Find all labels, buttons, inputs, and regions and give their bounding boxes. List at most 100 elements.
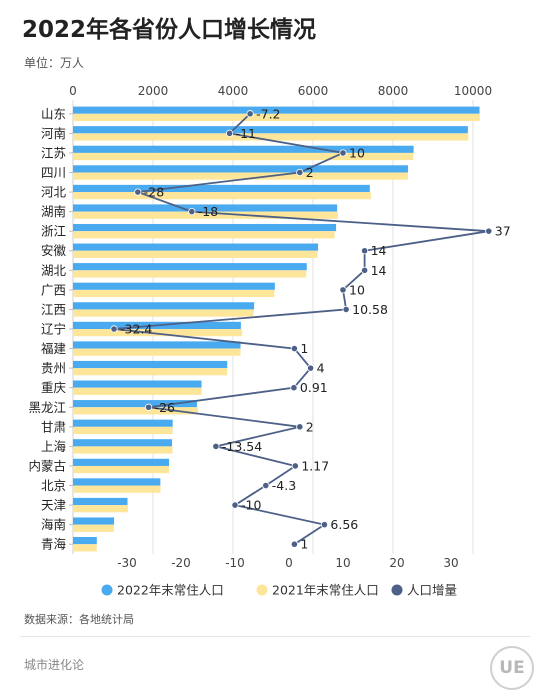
data-source: 数据来源：各地统计局 xyxy=(24,613,134,626)
bottom-axis-tick-label: 30 xyxy=(443,556,458,570)
bottom-axis-tick-label: 0 xyxy=(285,556,293,570)
increment-point xyxy=(342,305,350,314)
category-label: 河北 xyxy=(41,185,67,200)
bar-2022-江西 xyxy=(73,302,255,310)
bar-2022-海南 xyxy=(73,517,115,525)
bar-2022-贵州 xyxy=(73,360,228,369)
bottom-axis-tick-label: 20 xyxy=(389,556,404,570)
category-label: 江西 xyxy=(41,302,66,317)
unit-label: 单位：万人 xyxy=(24,56,85,70)
increment-point xyxy=(291,462,299,470)
increment-value-label: 14 xyxy=(371,263,387,278)
category-label: 重庆 xyxy=(41,380,67,395)
increment-value-label: -32.4 xyxy=(120,322,152,337)
bar-2022-广西 xyxy=(73,282,275,290)
legend-increment-label: 人口增量 xyxy=(407,583,457,598)
bar-2021-贵州 xyxy=(73,368,228,376)
category-label: 湖北 xyxy=(41,263,67,278)
footer-divider xyxy=(20,636,530,637)
increment-point xyxy=(226,129,234,137)
bar-2021-辽宁 xyxy=(73,329,243,337)
increment-point xyxy=(360,247,369,255)
increment-point xyxy=(485,227,493,235)
category-label: 湖南 xyxy=(41,204,66,219)
increment-point xyxy=(231,501,239,509)
category-label: 海南 xyxy=(41,517,66,532)
legend-2021-swatch xyxy=(256,584,268,596)
bar-2021-湖南 xyxy=(73,211,338,219)
bottom-axis-tick-label: -30 xyxy=(117,556,137,570)
increment-point xyxy=(339,149,347,157)
top-axis-tick-label: 6000 xyxy=(298,84,329,98)
increment-point xyxy=(290,540,298,548)
bar-2021-天津 xyxy=(73,505,128,513)
increment-point xyxy=(246,110,254,118)
bar-2022-青海 xyxy=(73,537,97,545)
bar-2021-河北 xyxy=(73,192,371,200)
category-label: 广西 xyxy=(41,282,66,297)
increment-value-label: 0.91 xyxy=(300,380,328,395)
increment-point xyxy=(262,481,270,490)
bar-2021-重庆 xyxy=(73,387,202,395)
legend-2022-label: 2022年末常住人口 xyxy=(117,583,224,598)
category-label: 北京 xyxy=(41,478,66,493)
bar-2021-四川 xyxy=(73,172,408,180)
bar-2022-福建 xyxy=(73,341,241,349)
increment-value-label: -18 xyxy=(198,204,218,219)
top-axis-tick-label: 8000 xyxy=(378,84,409,98)
category-label: 内蒙古 xyxy=(28,458,66,473)
bar-2022-湖南 xyxy=(73,204,338,212)
increment-value-label: 2 xyxy=(306,165,314,180)
increment-point xyxy=(290,344,298,353)
bar-2021-青海 xyxy=(73,544,97,552)
bottom-axis-tick-label: -20 xyxy=(171,556,191,570)
bar-2021-福建 xyxy=(73,348,241,356)
category-label: 浙江 xyxy=(41,224,66,239)
bar-2021-山东 xyxy=(73,113,480,121)
brand-logo-icon: UE xyxy=(490,646,534,690)
bar-2021-广西 xyxy=(73,289,275,298)
increment-point xyxy=(290,384,298,392)
legend-increment-swatch xyxy=(391,584,403,596)
increment-point xyxy=(188,208,196,216)
bar-2021-北京 xyxy=(73,485,161,493)
bar-2021-江苏 xyxy=(73,152,414,161)
increment-value-label: 2 xyxy=(306,419,314,434)
bar-2021-江西 xyxy=(73,309,254,317)
bar-2022-天津 xyxy=(73,497,128,506)
increment-point xyxy=(296,423,304,431)
category-label: 福建 xyxy=(41,341,67,356)
bar-2022-江苏 xyxy=(73,145,414,153)
bottom-axis-tick-label: -10 xyxy=(225,556,245,570)
bar-2022-内蒙古 xyxy=(73,458,170,466)
bottom-axis-tick-label: 10 xyxy=(335,556,350,570)
increment-value-label: 1 xyxy=(300,341,308,356)
category-label: 黑龙江 xyxy=(28,400,66,415)
brand-name: 城市进化论 xyxy=(24,658,85,672)
increment-value-label: 10.58 xyxy=(352,302,388,317)
top-axis-tick-label: 2000 xyxy=(138,84,169,98)
increment-value-label: -4.3 xyxy=(272,478,296,493)
bar-2021-安徽 xyxy=(73,250,318,258)
category-label: 天津 xyxy=(41,498,66,513)
bar-2021-浙江 xyxy=(73,231,335,239)
increment-point xyxy=(306,364,315,372)
bar-2022-河北 xyxy=(73,184,370,193)
increment-point xyxy=(110,325,118,333)
bar-2022-上海 xyxy=(73,439,173,447)
legend-2022-swatch xyxy=(101,584,113,596)
increment-point xyxy=(360,266,369,274)
category-label: 安徽 xyxy=(41,243,67,258)
category-label: 山东 xyxy=(41,106,66,121)
increment-point xyxy=(212,442,220,450)
category-label: 河南 xyxy=(41,126,66,141)
bar-2022-浙江 xyxy=(73,223,337,232)
category-label: 青海 xyxy=(41,537,67,552)
category-label: 上海 xyxy=(41,439,67,454)
category-label: 贵州 xyxy=(41,361,66,376)
bar-2021-河南 xyxy=(73,133,469,141)
bar-2022-安徽 xyxy=(73,243,319,251)
increment-value-label: 1.17 xyxy=(301,458,329,473)
increment-value-label: -13.54 xyxy=(222,439,262,454)
bar-2022-甘肃 xyxy=(73,419,173,427)
